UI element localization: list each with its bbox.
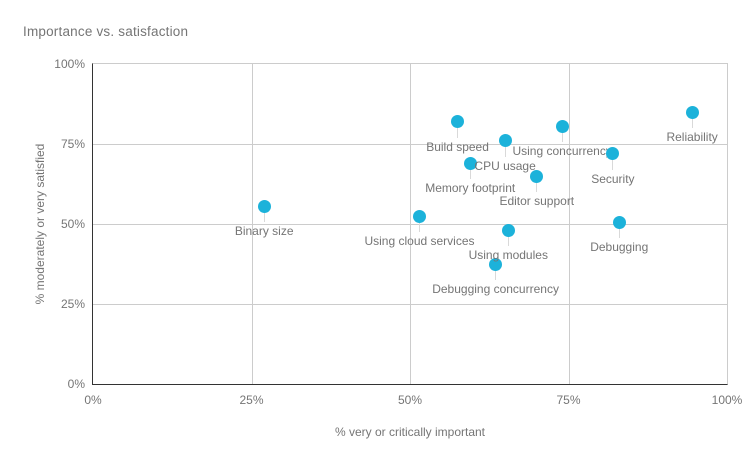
point-label: CPU usage [474,158,536,173]
point-leader-line [419,222,420,232]
point-label: Debugging [590,240,649,255]
point-label: Binary size [234,224,294,239]
plot-area: 0% 25% 50% 75% 100% 0% 25% 50% 75% 100% … [33,57,742,439]
data-point[interactable] [498,134,512,148]
point-label: Build speed [426,139,489,154]
point-leader-line [457,127,459,138]
x-tick-label-0: 0% [84,393,102,407]
y-tick-label-50: 50% [60,217,85,231]
y-axis-title: % moderately or very satisfied [33,143,47,305]
data-point[interactable] [612,215,626,229]
point-label: Memory footprint [425,181,516,196]
point-leader-line [612,159,614,170]
data-point[interactable] [413,209,426,223]
point-label: Reliability [666,130,718,144]
gridline-horizontal-75 [93,144,727,145]
y-tick-label-75: 75% [60,137,85,151]
gridline-horizontal-50 [93,224,727,225]
point-leader-line [504,146,506,157]
data-point[interactable] [501,223,515,237]
data-point[interactable] [606,147,620,161]
x-tick-label-50: 50% [397,393,423,407]
point-label: Security [591,171,635,186]
point-label: Using modules [468,248,548,263]
data-point[interactable] [463,156,477,170]
x-tick-label-100: 100% [711,393,743,407]
data-point[interactable] [489,257,503,271]
x-axis-title: % very or critically important [334,425,486,439]
data-point[interactable] [530,169,544,183]
point-leader-line [507,236,509,247]
y-tick-label-100: 100% [54,57,85,71]
point-label: Debugging concurrency [432,282,559,296]
data-point[interactable] [451,115,465,129]
point-leader-line [536,182,538,192]
point-label: Using cloud services [364,234,475,248]
x-tick-label-25: 25% [239,393,264,407]
gridline-horizontal-25 [93,304,727,305]
point-leader-line [691,118,693,128]
data-point[interactable] [685,105,699,119]
point-label: Using concurrency [512,144,612,159]
point-leader-line [561,132,563,143]
point-leader-line [469,169,471,180]
y-tick-label-25: 25% [60,297,85,311]
data-point[interactable] [555,119,569,133]
point-leader-line [618,228,620,239]
data-point[interactable] [257,199,271,213]
point-label: Editor support [499,194,575,208]
y-tick-label-0: 0% [67,377,85,391]
point-leader-line [263,212,265,223]
chart-title: Importance vs. satisfaction [23,24,189,39]
x-tick-label-75: 75% [556,393,581,407]
point-leader-line [495,270,497,280]
